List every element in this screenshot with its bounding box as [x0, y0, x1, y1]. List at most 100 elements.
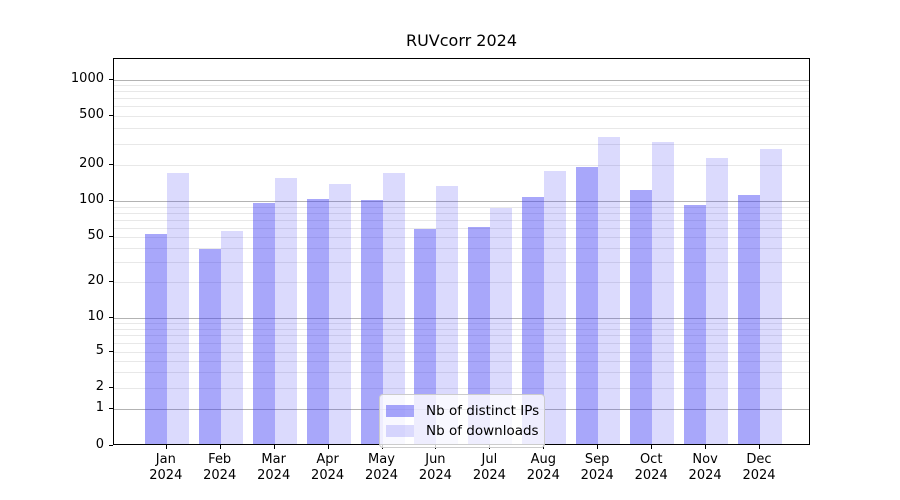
y-tick-label: 10	[87, 308, 104, 324]
minor-gridline	[114, 219, 809, 221]
x-tick-label: Jan 2024	[149, 452, 183, 483]
y-tick-mark	[109, 445, 113, 446]
y-tick-mark	[109, 78, 113, 80]
minor-gridline	[114, 91, 809, 93]
major-gridline	[114, 317, 809, 319]
bar-downloads-nov	[706, 158, 729, 444]
y-tick-label: 500	[79, 107, 104, 122]
x-tick-label: Dec 2024	[742, 452, 776, 483]
x-tick-mark	[543, 445, 545, 449]
y-tick-label: 1000	[70, 70, 104, 86]
bar-downloads-apr	[328, 184, 351, 444]
minor-gridline	[114, 328, 809, 330]
legend-item: Nb of distinct IPs	[386, 401, 540, 421]
minor-gridline	[114, 387, 809, 389]
x-tick-label: Jul 2024	[472, 452, 506, 483]
minor-gridline	[114, 360, 809, 362]
x-tick-label: May 2024	[364, 452, 399, 483]
major-gridline	[114, 79, 809, 81]
y-axis: 0 1 2 5 10 20 50 100 200 500 1000	[0, 58, 113, 452]
y-tick-label: 50	[87, 228, 104, 243]
bar-downloads-sep	[598, 137, 621, 444]
bar-distinct-ips-feb	[198, 248, 221, 444]
minor-gridline	[114, 352, 809, 353]
minor-gridline	[114, 237, 809, 238]
y-tick-mark	[109, 236, 113, 237]
x-tick-label: Jun 2024	[418, 452, 452, 483]
bar-distinct-ips-apr	[306, 199, 329, 444]
y-tick-label: 200	[79, 156, 104, 172]
bar-distinct-ips-jun	[414, 229, 437, 444]
x-tick-label: Apr 2024	[311, 452, 345, 483]
y-tick-mark	[109, 386, 113, 388]
x-tick-mark	[597, 445, 599, 449]
bar-distinct-ips-jan	[144, 234, 167, 444]
x-tick-mark	[327, 445, 329, 449]
y-tick-mark	[109, 408, 113, 410]
x-tick-label: Nov 2024	[688, 452, 722, 483]
minor-gridline	[114, 212, 809, 214]
chart-title: RUVcorr 2024	[405, 31, 518, 50]
bar-downloads-jun	[436, 185, 459, 444]
minor-gridline	[114, 143, 809, 145]
bar-downloads-may	[382, 172, 405, 444]
x-tick-label: Sep 2024	[580, 452, 614, 483]
minor-gridline	[114, 165, 809, 167]
x-tick-mark	[705, 445, 707, 449]
x-tick-label: Mar 2024	[257, 452, 291, 483]
y-tick-label: 1	[95, 400, 104, 416]
bar-distinct-ips-jul	[468, 227, 491, 444]
minor-gridline	[114, 248, 809, 249]
minor-gridline	[114, 106, 809, 108]
legend-swatch-distinct-ips	[386, 405, 414, 417]
y-tick-mark	[109, 164, 113, 166]
y-tick-mark	[109, 200, 113, 201]
bar-distinct-ips-oct	[630, 190, 653, 444]
minor-gridline	[114, 206, 809, 208]
bar-downloads-aug	[544, 171, 567, 444]
bar-downloads-mar	[274, 177, 297, 444]
x-tick-mark	[219, 445, 221, 449]
y-tick-label: 2	[95, 378, 104, 394]
y-tick-mark	[109, 115, 113, 116]
bar-downloads-dec	[760, 148, 782, 444]
legend-label: Nb of distinct IPs	[426, 403, 540, 419]
y-tick-mark	[109, 281, 113, 282]
minor-gridline	[114, 227, 809, 229]
x-tick-mark	[165, 445, 167, 449]
legend: Nb of distinct IPs Nb of downloads	[379, 394, 545, 448]
x-tick-label: Oct 2024	[634, 452, 668, 483]
x-tick-label: Feb 2024	[203, 452, 237, 483]
minor-gridline	[114, 116, 809, 117]
bar-downloads-jul	[490, 208, 513, 444]
legend-swatch-downloads	[386, 425, 414, 437]
y-tick-mark	[109, 351, 113, 352]
minor-gridline	[114, 98, 809, 100]
minor-gridline	[114, 322, 809, 324]
bar-distinct-ips-nov	[684, 205, 707, 444]
y-tick-label: 100	[79, 192, 104, 207]
y-tick-label: 20	[87, 273, 104, 288]
x-axis: Jan 2024 Feb 2024 Mar 2024 Apr 2024 May 2024…	[113, 445, 810, 500]
bar-downloads-feb	[220, 231, 243, 444]
major-gridline	[114, 201, 809, 202]
x-tick-mark	[759, 445, 760, 449]
x-tick-label: Aug 2024	[526, 452, 560, 483]
bar-distinct-ips-mar	[252, 202, 275, 444]
bar-downloads-jan	[166, 172, 189, 444]
y-tick-label: 0	[95, 437, 104, 452]
y-tick-mark	[109, 316, 113, 318]
legend-label: Nb of downloads	[426, 423, 539, 439]
minor-gridline	[114, 282, 809, 283]
bar-distinct-ips-aug	[522, 196, 545, 444]
minor-gridline	[114, 128, 809, 129]
bar-downloads-oct	[652, 142, 675, 444]
minor-gridline	[114, 262, 809, 264]
bar-distinct-ips-sep	[576, 167, 599, 444]
minor-gridline	[114, 85, 809, 86]
bar-distinct-ips-may	[360, 199, 383, 444]
y-tick-label: 5	[95, 343, 104, 358]
plot-area	[113, 58, 810, 445]
minor-gridline	[114, 335, 809, 337]
